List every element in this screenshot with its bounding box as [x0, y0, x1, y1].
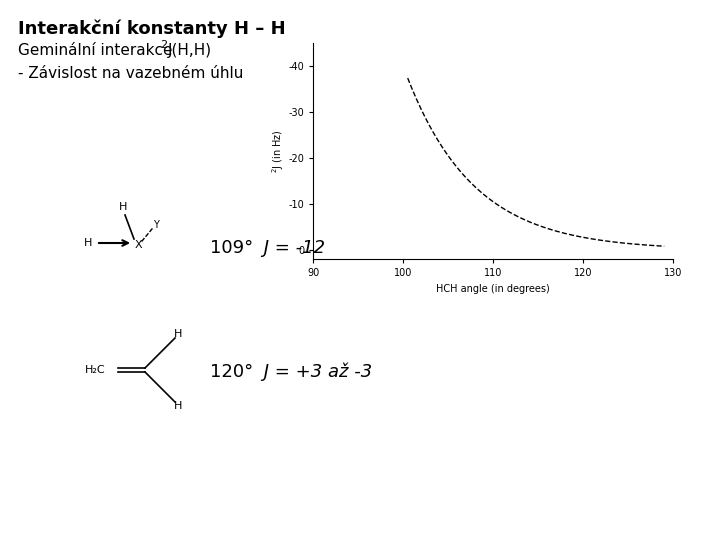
Text: 109°: 109°: [210, 239, 253, 257]
Text: 2: 2: [160, 40, 167, 50]
Text: J = +3 až -3: J = +3 až -3: [258, 363, 372, 381]
Text: - Závislost na vazebném úhlu: - Závislost na vazebném úhlu: [18, 66, 243, 81]
Text: Y: Y: [153, 220, 159, 230]
Y-axis label: $^2$J (in Hz): $^2$J (in Hz): [270, 129, 286, 173]
Text: H: H: [84, 238, 92, 248]
Text: H: H: [119, 202, 127, 212]
Text: H: H: [174, 329, 182, 339]
X-axis label: HCH angle (in degrees): HCH angle (in degrees): [436, 284, 550, 294]
Text: J(H,H): J(H,H): [168, 43, 212, 58]
Text: H: H: [174, 401, 182, 411]
Text: J = -12: J = -12: [258, 239, 325, 257]
Text: Geminální interakce: Geminální interakce: [18, 43, 177, 58]
Text: 120°: 120°: [210, 363, 253, 381]
Text: X: X: [134, 240, 142, 250]
Text: H₂C: H₂C: [85, 365, 105, 375]
Text: Interakční konstanty H – H: Interakční konstanty H – H: [18, 20, 286, 38]
